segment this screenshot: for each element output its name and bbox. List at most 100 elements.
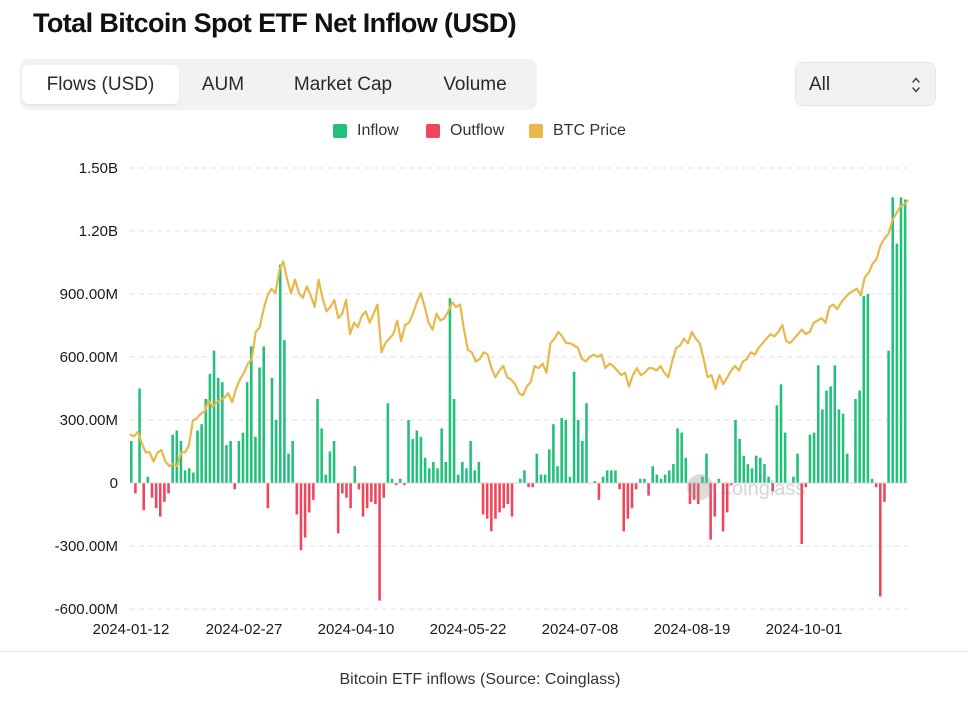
flow-bar [763, 464, 766, 483]
flow-bar [175, 430, 179, 483]
flow-bar [221, 382, 224, 483]
flow-bar [353, 466, 357, 483]
y-tick-label: 600.00M [60, 349, 118, 366]
y-tick-label: 1.20B [79, 223, 118, 240]
flow-bar [531, 483, 534, 488]
flow-bar [713, 483, 717, 517]
flow-bar [469, 441, 472, 483]
flow-bar [754, 455, 758, 483]
flow-bar [667, 470, 671, 483]
flow-bar [403, 483, 406, 486]
flow-bar [365, 483, 369, 509]
flow-bar [547, 449, 551, 483]
flow-bar [543, 474, 547, 483]
chart-legend: Inflow Outflow BTC Price [0, 121, 968, 141]
flow-bar [709, 483, 712, 540]
flow-bar [891, 197, 895, 483]
flow-bar [506, 483, 510, 504]
flow-bar [187, 468, 191, 483]
flow-bar [225, 445, 228, 483]
flow-bar [808, 434, 812, 483]
flow-bar [154, 483, 158, 509]
updown-chevron-icon [912, 77, 920, 93]
flow-bar [167, 483, 170, 494]
flow-bar [411, 438, 414, 483]
x-tick-label: 2024-07-08 [542, 621, 619, 638]
flow-bar [307, 483, 311, 513]
flow-bar [564, 420, 568, 483]
flow-bar [684, 457, 688, 483]
flow-bar [568, 476, 572, 483]
flow-bar [771, 483, 775, 492]
flow-bar [490, 483, 493, 532]
flow-bar [382, 483, 386, 498]
x-tick-label: 2024-10-01 [766, 621, 843, 638]
flow-bar [775, 405, 779, 483]
flow-bar [316, 399, 319, 483]
flow-bar [672, 464, 675, 483]
flow-bar [158, 483, 162, 517]
flow-bar [419, 436, 423, 483]
flow-bar [452, 399, 456, 483]
flow-bar [229, 441, 232, 483]
flow-bar [423, 457, 427, 483]
flow-bar [291, 441, 294, 483]
flow-bar [427, 468, 431, 483]
coinglass-watermark: coinglass [687, 474, 805, 500]
flow-bar [560, 417, 563, 483]
flow-bar [258, 367, 261, 483]
flow-bar [738, 438, 741, 483]
x-tick-label: 2024-04-10 [318, 621, 395, 638]
flow-bar [796, 453, 799, 483]
flow-bar [746, 464, 750, 483]
flow-bar [688, 483, 692, 504]
flow-bar [585, 403, 588, 483]
flow-bar [283, 340, 286, 483]
flow-bar [328, 451, 332, 483]
flow-bar [812, 432, 816, 483]
flow-bar [903, 199, 907, 483]
y-tick-label: -600.00M [55, 601, 118, 618]
flow-bar [626, 483, 630, 519]
flow-bar [312, 483, 315, 500]
tab-volume[interactable]: Volume [443, 74, 507, 95]
flow-bar [829, 386, 832, 483]
tab-flows-usd[interactable]: Flows (USD) [22, 65, 179, 104]
flow-bar [266, 483, 270, 509]
flow-bar [163, 483, 166, 502]
flow-bar [721, 483, 725, 532]
flow-bar [370, 483, 373, 502]
flow-bar [481, 483, 485, 515]
flow-bar [336, 483, 340, 534]
flow-bar [750, 468, 754, 483]
flow-bar [287, 453, 290, 483]
view-tabs: Flows (USD) AUM Market Cap Volume [20, 59, 537, 110]
tab-aum[interactable]: AUM [201, 74, 245, 95]
flow-bar [134, 483, 137, 494]
flow-bar [858, 390, 861, 483]
tab-market-cap[interactable]: Market Cap [293, 74, 393, 95]
flow-bar [821, 409, 824, 483]
flow-bar [605, 470, 609, 483]
flow-bar [320, 428, 323, 483]
flow-bar [171, 434, 174, 483]
btc-price-line [129, 199, 909, 468]
flow-bar [783, 432, 787, 483]
range-select[interactable]: All [795, 62, 936, 106]
flow-bar [146, 476, 150, 483]
flow-bar [150, 483, 154, 498]
flow-bar [730, 483, 733, 486]
flow-bar [610, 470, 613, 483]
flow-bar [618, 483, 621, 490]
flow-bar [270, 378, 274, 483]
flow-bar [432, 462, 435, 483]
flow-bar [233, 483, 237, 490]
flow-bar [804, 483, 808, 488]
btc-price-swatch [529, 124, 543, 138]
flow-bar [692, 483, 696, 500]
flow-bar [130, 441, 133, 483]
flow-bar [461, 462, 464, 483]
flow-bar [622, 483, 626, 532]
flow-bar [643, 478, 646, 483]
flow-bar [341, 483, 344, 494]
